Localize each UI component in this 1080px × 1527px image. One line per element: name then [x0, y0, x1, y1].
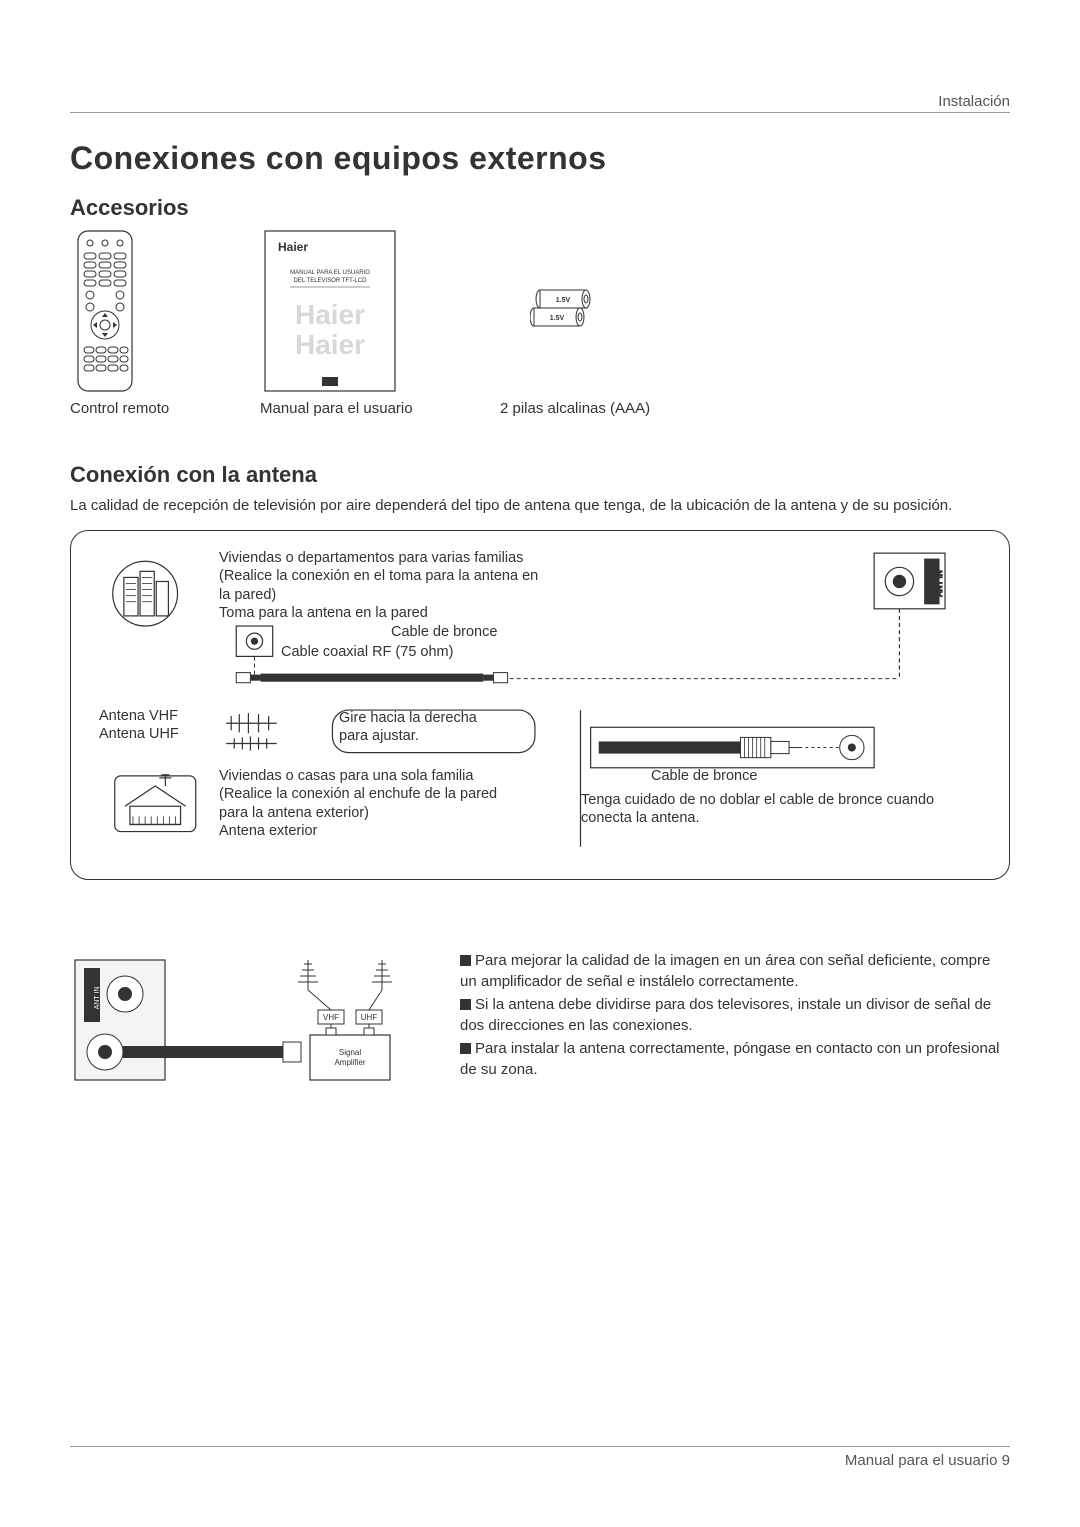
svg-text:Signal: Signal [339, 1048, 361, 1057]
svg-text:Haier: Haier [295, 329, 365, 360]
bullet-square-icon [460, 1043, 471, 1054]
bottom-rule [70, 1446, 1010, 1447]
diagram-turn-right: Gire hacia la derecha para ajustar. [339, 709, 509, 745]
footer-label: Manual para el usuario 9 [845, 1452, 1010, 1469]
svg-text:VHF: VHF [323, 1013, 339, 1022]
svg-text:Haier: Haier [278, 240, 308, 254]
page-title: Conexiones con equipos externos [70, 140, 1010, 177]
amplifier-diagram-icon: ANT IN Signal Amplifier VHF [70, 950, 430, 1090]
svg-text:DEL TELEVISOR TFT-LCD: DEL TELEVISOR TFT-LCD [294, 278, 368, 284]
svg-text:ANT IN: ANT IN [94, 987, 101, 1010]
svg-text:Amplifier: Amplifier [334, 1058, 365, 1067]
bullet-1: Para mejorar la calidad de la imagen en … [460, 952, 990, 990]
svg-text:Haier: Haier [295, 299, 365, 330]
house-icon [115, 774, 196, 832]
diagram-caution: Tenga cuidado de no doblar el cable de b… [581, 791, 951, 827]
top-rule [70, 112, 1010, 113]
diagram-bronze-cable: Cable de bronce [391, 623, 497, 641]
antenna-diagram: ANT IN [70, 530, 1010, 880]
batteries-label: 2 pilas alcalinas (AAA) [500, 400, 650, 417]
accessory-batteries: 1.5V 1.5V 2 pilas alcalinas (AAA) [500, 229, 700, 417]
apartment-icon [113, 561, 178, 626]
vhf-antenna-icon [226, 713, 277, 733]
svg-text:ANT IN: ANT IN [935, 570, 944, 597]
connector-closeup-icon [591, 728, 875, 769]
wall-jack-icon [236, 626, 272, 656]
antenna-heading: Conexión con la antena [70, 462, 1010, 488]
accessories-row: Control remoto Haier MANUAL PARA EL USUA… [70, 229, 1010, 417]
accessory-remote: Control remoto [70, 229, 220, 417]
svg-text:1.5V: 1.5V [550, 315, 565, 322]
accessories-heading: Accesorios [70, 195, 1010, 221]
bullet-3: Para instalar la antena correctamente, p… [460, 1040, 1000, 1078]
antenna-intro: La calidad de recepción de televisión po… [70, 496, 1010, 516]
ant-in-panel-icon: ANT IN [874, 553, 945, 609]
manual-label: Manual para el usuario [260, 400, 413, 417]
diagram-multi-family: Viviendas o departamentos para varias fa… [219, 549, 549, 622]
uhf-antenna-icon [226, 737, 277, 751]
diagram-uhf: Antena UHF [99, 725, 179, 743]
remote-label: Control remoto [70, 400, 169, 417]
bullet-square-icon [460, 955, 471, 966]
svg-text:MANUAL PARA EL USUARIO: MANUAL PARA EL USUARIO [290, 270, 370, 276]
manual-icon: Haier MANUAL PARA EL USUARIO DEL TELEVIS… [260, 229, 400, 394]
accessory-manual: Haier MANUAL PARA EL USUARIO DEL TELEVIS… [260, 229, 460, 417]
diagram-single-family: Viviendas o casas para una sola familia … [219, 767, 529, 840]
svg-text:1.5V: 1.5V [556, 297, 571, 304]
bullet-square-icon [460, 999, 471, 1010]
remote-icon [70, 229, 140, 394]
bullet-2: Si la antena debe dividirse para dos tel… [460, 996, 991, 1034]
battery-icon: 1.5V 1.5V [530, 284, 600, 339]
manual-page: Instalación Conexiones con equipos exter… [0, 0, 1080, 1527]
coax-cable-icon [236, 673, 507, 683]
diagram-coax: Cable coaxial RF (75 ohm) [281, 643, 453, 661]
amplifier-section: ANT IN Signal Amplifier VHF [70, 950, 1010, 1090]
amplifier-bullets: Para mejorar la calidad de la imagen en … [460, 950, 1010, 1082]
diagram-vhf: Antena VHF [99, 707, 178, 725]
diagram-bronze-cable2: Cable de bronce [651, 767, 757, 785]
svg-text:UHF: UHF [361, 1013, 378, 1022]
header-section-label: Instalación [938, 93, 1010, 110]
